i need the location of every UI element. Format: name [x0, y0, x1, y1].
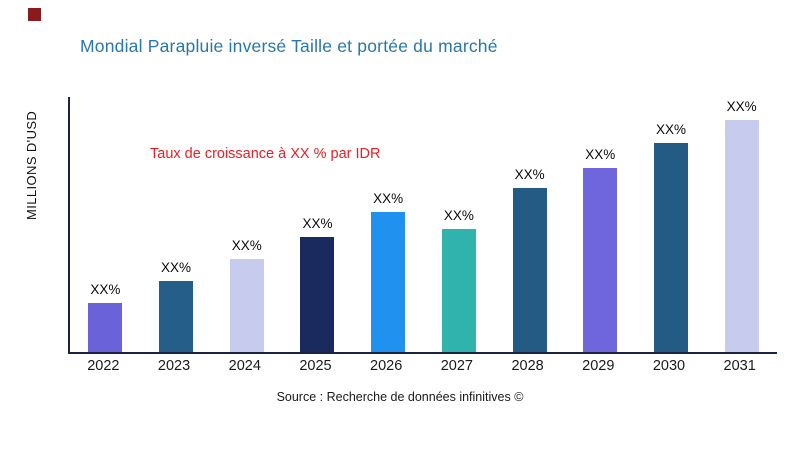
bar-value-label: XX%	[585, 147, 616, 162]
bar-value-label: XX%	[726, 99, 757, 114]
y-axis-label: MILLIONS D'USD	[24, 110, 39, 220]
bar-value-label: XX%	[655, 122, 686, 137]
x-tick-label: 2029	[582, 358, 615, 374]
bar-value-label: XX%	[302, 216, 333, 231]
bar-value-label: XX%	[161, 260, 192, 275]
x-tick-label: 2027	[440, 358, 473, 374]
bar-slot: XX%	[494, 167, 565, 352]
x-tick-label: 2026	[370, 358, 403, 374]
x-tick-label: 2023	[157, 358, 191, 374]
bar-slot: XX%	[706, 99, 777, 352]
bar-2027	[441, 229, 476, 352]
growth-rate-annotation: Taux de croissance à XX % par IDR	[150, 146, 381, 162]
bar-2031	[724, 120, 759, 352]
source-text: Source : Recherche de données infinitive…	[276, 390, 524, 404]
x-tick-label: 2025	[299, 358, 332, 374]
x-tick-label: 2030	[652, 358, 686, 374]
x-tick-label: 2022	[87, 358, 120, 374]
bar-value-label: XX%	[514, 167, 545, 182]
x-axis-ticks: 2022 2023 2024 2025 2026 2027 2028 2029 2030 2031	[68, 358, 775, 374]
bar-slot: XX%	[211, 238, 282, 352]
bar-slot: XX%	[636, 122, 707, 352]
bar-2023	[159, 281, 194, 352]
x-tick-label: 2024	[228, 358, 261, 374]
bar-value-label: XX%	[90, 282, 121, 297]
bar-2028	[512, 188, 547, 352]
bar-slot: XX%	[353, 191, 424, 352]
bar-slot: XX%	[282, 216, 353, 352]
bar-slot: XX%	[70, 282, 141, 352]
x-tick-label: 2028	[511, 358, 544, 374]
bars-row: XX% XX% XX% XX% XX% XX% XX% XX% XX% XX%	[70, 97, 777, 352]
bar-2024	[229, 259, 264, 352]
bar-value-label: XX%	[231, 238, 262, 253]
bar-slot: XX%	[141, 260, 212, 352]
bar-2022	[88, 303, 123, 352]
chart-title: Mondial Parapluie inversé Taille et port…	[80, 36, 498, 56]
bar-slot: XX%	[424, 208, 495, 352]
bar-value-label: XX%	[373, 191, 404, 206]
plot-area: XX% XX% XX% XX% XX% XX% XX% XX% XX% XX%	[68, 97, 777, 354]
x-tick-label: 2031	[723, 358, 756, 374]
bar-2025	[300, 237, 335, 352]
brand-square	[28, 8, 41, 21]
bar-2029	[583, 168, 618, 352]
bar-value-label: XX%	[443, 208, 474, 223]
bar-2026	[371, 212, 406, 352]
bar-2030	[653, 143, 688, 352]
bar-slot: XX%	[565, 147, 636, 352]
